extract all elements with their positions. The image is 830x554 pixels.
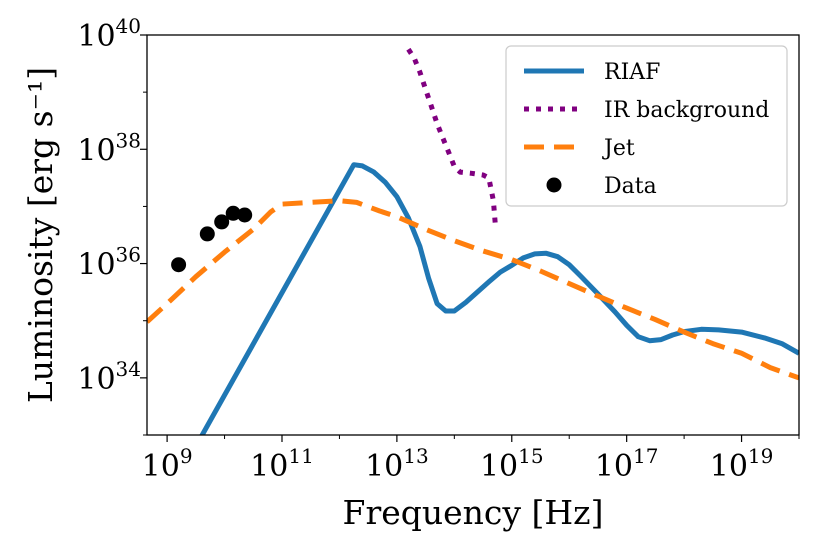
series-line-ir-background xyxy=(406,47,499,230)
y-tick-label: 1040 xyxy=(77,14,141,54)
x-tick-label: 1015 xyxy=(480,444,544,484)
legend-label: Jet xyxy=(602,136,635,161)
data-point xyxy=(214,214,230,230)
legend-box xyxy=(505,45,788,207)
series-line-jet xyxy=(147,198,799,381)
legend-swatch-data xyxy=(546,177,562,193)
x-tick-label: 1011 xyxy=(250,444,314,484)
x-tick-label: 1017 xyxy=(595,444,659,484)
y-tick-label: 1038 xyxy=(77,128,141,168)
x-tick-label: 1019 xyxy=(710,444,774,484)
x-tick-label: 1013 xyxy=(365,444,429,484)
legend-label: RIAF xyxy=(604,60,660,85)
data-point xyxy=(171,257,187,273)
data-point xyxy=(237,207,253,223)
y-axis-title: Luminosity [erg s⁻¹] xyxy=(21,67,60,403)
x-tick-label: 109 xyxy=(142,444,193,484)
legend: RIAF IR background Jet Data xyxy=(505,45,788,207)
plot-area xyxy=(147,47,799,435)
data-point xyxy=(199,226,215,242)
plot-frame xyxy=(146,34,800,436)
y-tick-label: 1034 xyxy=(77,357,141,397)
axes: 109 1011 1013 1015 1017 1019 1034 1036 1038 1040 xyxy=(77,14,800,484)
legend-label: Data xyxy=(604,174,657,199)
x-axis-title: Frequency [Hz] xyxy=(343,493,604,532)
data-point xyxy=(225,205,241,221)
y-tick-label: 1036 xyxy=(77,243,141,283)
legend-label: IR background xyxy=(604,98,769,123)
